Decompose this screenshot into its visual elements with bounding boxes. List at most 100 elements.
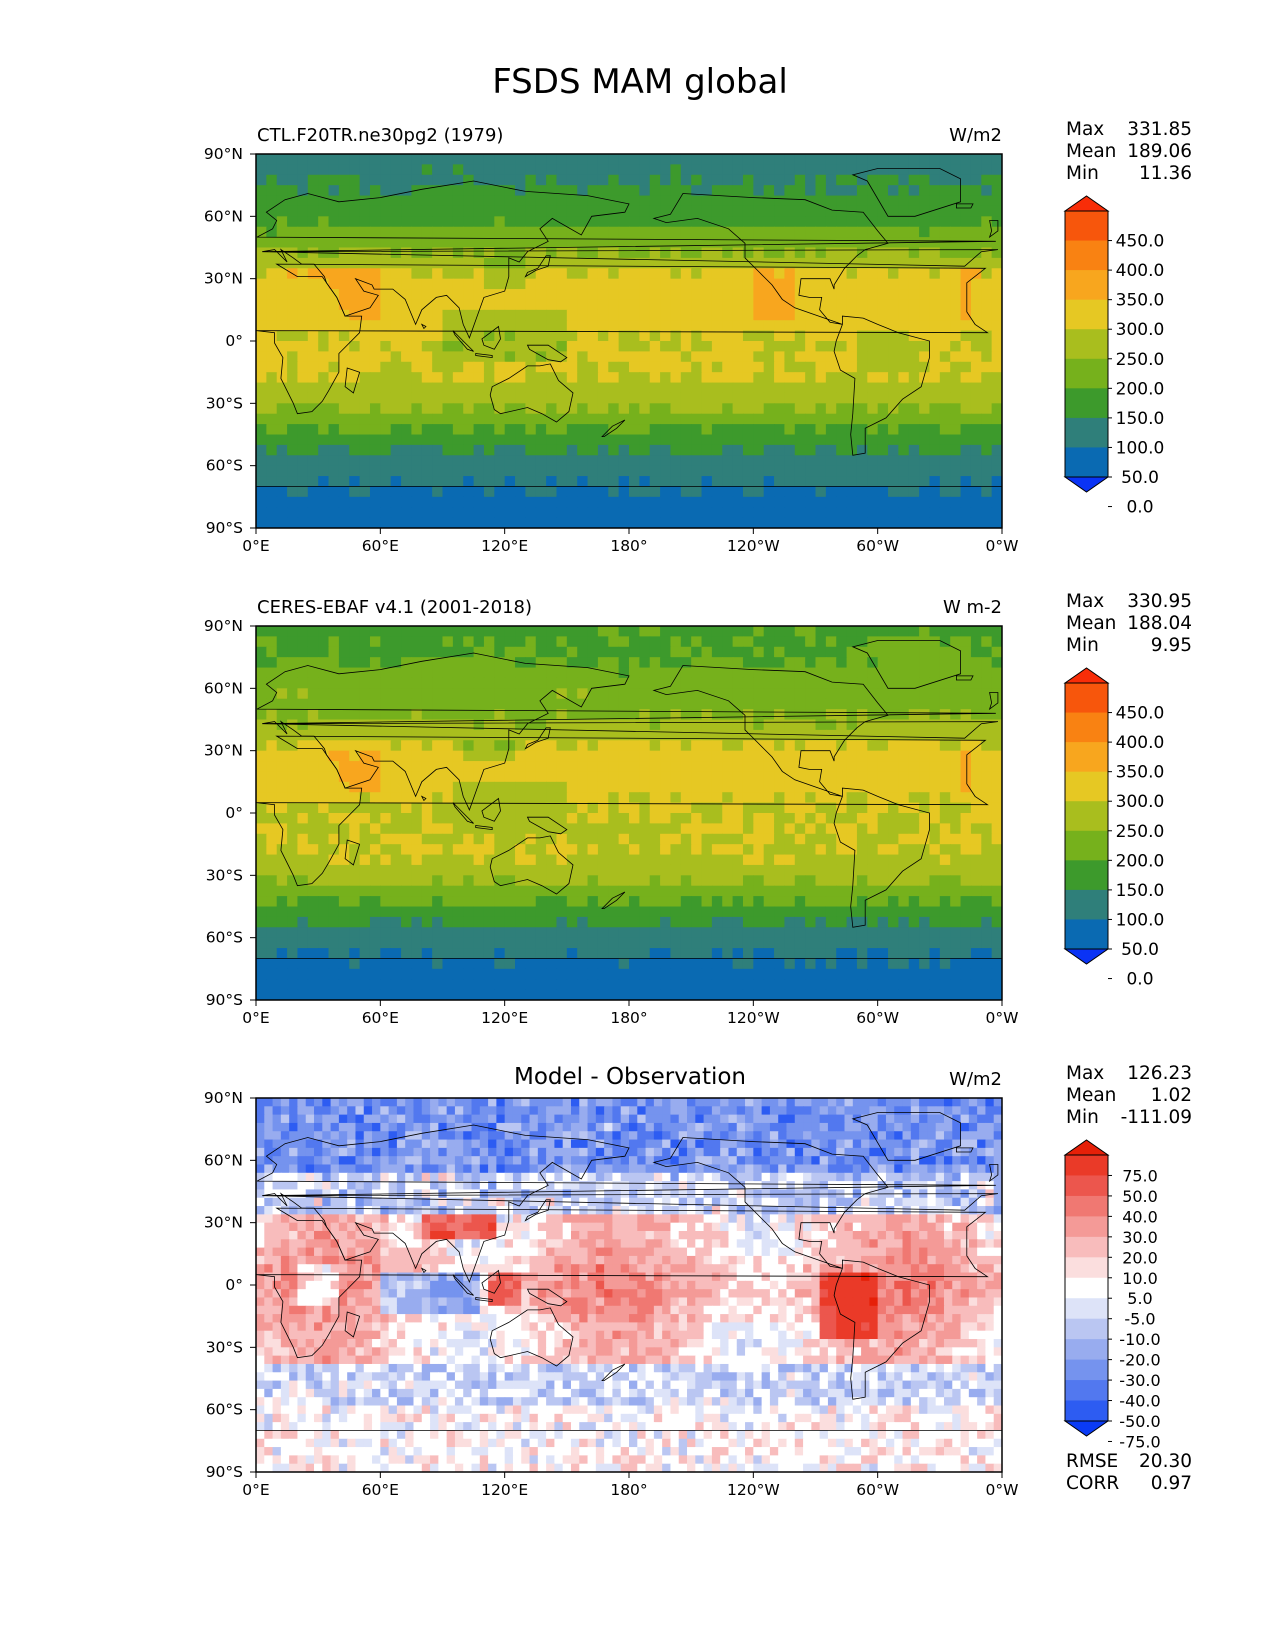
grid-cell (359, 247, 371, 259)
grid-cell (556, 781, 568, 793)
grid-cell (960, 320, 972, 332)
grid-cell (266, 330, 278, 342)
grid-cell (825, 403, 837, 415)
grid-cell (432, 813, 444, 824)
grid-cell (763, 351, 775, 363)
grid-cell (846, 299, 858, 311)
grid-cell (359, 413, 371, 425)
grid-cell (970, 833, 982, 845)
grid-cell (597, 781, 609, 793)
grid-cell (546, 164, 558, 176)
grid-cell (597, 496, 609, 508)
grid-cell (338, 361, 350, 373)
grid-cell (732, 424, 744, 436)
grid-cell (939, 813, 951, 824)
grid-cell (732, 833, 744, 845)
grid-cell (846, 330, 858, 342)
grid-cell (266, 646, 278, 658)
grid-cell (960, 906, 972, 918)
grid-cell (888, 854, 899, 866)
grid-cell (380, 361, 392, 373)
grid-cell (629, 761, 640, 773)
grid-cell (494, 496, 506, 508)
grid-cell (649, 496, 661, 508)
grid-cell (401, 444, 413, 456)
grid-cell (369, 382, 381, 394)
grid-cell (515, 164, 526, 176)
grid-cell (981, 413, 993, 425)
grid-cell (939, 392, 951, 404)
grid-cell (888, 154, 899, 165)
grid-cell (784, 154, 796, 165)
grid-cell (597, 309, 609, 321)
grid-cell (742, 247, 754, 259)
grid-cell (919, 729, 931, 741)
grid-cell (525, 813, 537, 824)
grid-cell (442, 278, 454, 290)
grid-cell (939, 875, 951, 887)
grid-cell (483, 486, 495, 498)
grid-cell (867, 413, 879, 425)
grid-cell (784, 709, 796, 721)
grid-cell (401, 237, 413, 249)
grid-cell (307, 496, 319, 508)
grid-cell (359, 813, 371, 824)
grid-cell (639, 937, 651, 949)
grid-cell (608, 833, 620, 845)
grid-cell (908, 792, 920, 804)
grid-cell (680, 781, 692, 793)
grid-cell (701, 444, 713, 456)
grid-cell (629, 916, 640, 928)
grid-cell (660, 351, 672, 363)
grid-cell (421, 361, 433, 373)
grid-cell (473, 247, 485, 259)
grid-cell (483, 667, 495, 679)
grid-cell (856, 719, 868, 731)
grid-cell (401, 392, 413, 404)
grid-cell (618, 185, 630, 197)
grid-cell (535, 646, 547, 658)
grid-cell (566, 309, 578, 321)
grid-cell (369, 444, 381, 456)
grid-cell (546, 289, 558, 301)
grid-cell (577, 709, 589, 721)
grid-cell (359, 677, 371, 689)
grid-cell (722, 268, 734, 280)
grid-cell (494, 864, 506, 876)
grid-cell (297, 729, 309, 741)
grid-cell (546, 392, 558, 404)
grid-cell (618, 341, 630, 352)
grid-cell (432, 927, 444, 939)
grid-cell (660, 496, 672, 508)
grid-cell (297, 657, 309, 669)
grid-cell (546, 698, 558, 710)
grid-cell (421, 864, 433, 876)
grid-cell (556, 813, 568, 824)
grid-cell (991, 517, 1002, 528)
grid-cell (297, 268, 309, 280)
grid-cell (711, 444, 723, 456)
grid-cell (825, 709, 837, 721)
grid-cell (535, 403, 547, 415)
grid-cell (369, 216, 381, 228)
grid-cell (359, 226, 371, 238)
grid-cell (338, 268, 350, 280)
grid-cell (442, 761, 454, 773)
grid-cell (794, 927, 806, 939)
grid-cell (919, 896, 931, 908)
grid-cell (691, 657, 703, 669)
grid-cell (318, 226, 330, 238)
grid-cell (504, 937, 516, 949)
grid-cell (597, 403, 609, 415)
grid-cell (266, 507, 278, 519)
grid-cell (266, 299, 278, 311)
grid-cell (898, 517, 910, 528)
grid-cell (919, 517, 931, 528)
grid-cell (825, 247, 837, 259)
grid-cell (794, 413, 806, 425)
grid-cell (950, 802, 962, 814)
grid-cell (680, 299, 692, 311)
grid-cell (546, 174, 558, 186)
grid-cell (753, 174, 765, 186)
grid-cell (939, 455, 951, 467)
